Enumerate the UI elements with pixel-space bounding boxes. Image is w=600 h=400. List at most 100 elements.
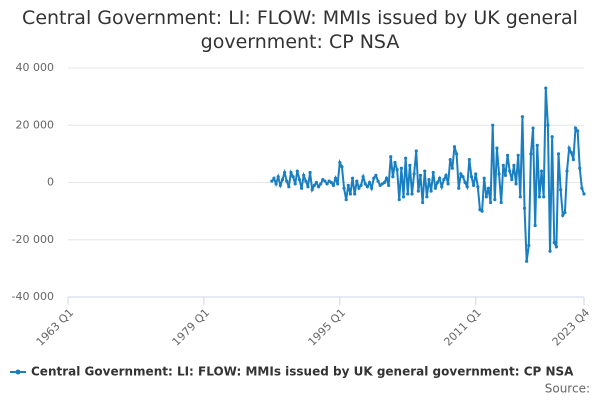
data-point — [531, 126, 535, 130]
data-point — [554, 245, 558, 249]
y-tick-label: 20 000 — [16, 118, 55, 131]
data-point — [285, 179, 289, 183]
data-point — [514, 182, 518, 186]
data-point — [537, 195, 542, 199]
data-point — [293, 182, 297, 186]
x-tick-label: 2023 Q4 — [550, 306, 593, 349]
data-point — [289, 170, 293, 175]
data-point — [501, 163, 505, 167]
data-point — [372, 176, 376, 180]
data-point — [410, 192, 414, 196]
data-point — [338, 160, 342, 165]
data-point — [444, 173, 448, 177]
data-point — [433, 186, 437, 190]
data-point — [522, 206, 527, 210]
data-point — [304, 179, 308, 183]
data-point — [497, 172, 501, 176]
x-tick-label: 1979 Q1 — [170, 306, 213, 349]
data-point — [408, 163, 412, 167]
data-point — [471, 183, 476, 187]
data-point — [387, 183, 391, 187]
data-point — [476, 185, 480, 189]
data-point — [276, 175, 280, 179]
data-point — [576, 129, 580, 133]
data-point — [482, 176, 486, 180]
data-point — [578, 166, 582, 170]
data-point — [573, 126, 578, 130]
data-point — [282, 170, 287, 175]
data-point — [486, 186, 491, 190]
data-point — [365, 185, 370, 189]
data-point — [463, 180, 467, 185]
series-line — [271, 87, 585, 262]
data-point — [454, 152, 459, 156]
data-point — [310, 188, 314, 192]
data-point — [297, 178, 302, 182]
data-point — [448, 158, 452, 162]
data-point — [291, 175, 295, 179]
data-point — [529, 152, 533, 156]
chart-title: Central Government: LI: FLOW: MMIs issue… — [22, 7, 578, 53]
data-point — [367, 180, 372, 185]
legend-marker — [15, 369, 21, 375]
data-point — [336, 182, 340, 186]
data-point — [499, 200, 503, 205]
data-point — [361, 175, 365, 179]
data-point — [427, 178, 431, 182]
data-point — [340, 165, 344, 169]
data-point — [350, 176, 355, 180]
data-point — [308, 170, 312, 175]
data-point — [556, 152, 561, 156]
data-point — [510, 178, 514, 182]
x-tick-label: 1995 Q1 — [306, 306, 349, 349]
data-point — [495, 146, 499, 150]
data-point — [329, 180, 333, 185]
data-point — [546, 123, 550, 127]
data-point — [442, 178, 446, 182]
data-point — [457, 186, 461, 190]
data-point — [452, 145, 457, 149]
data-point — [461, 175, 465, 179]
data-point — [508, 169, 512, 173]
data-point — [278, 183, 282, 187]
data-point — [431, 170, 435, 175]
data-point — [389, 155, 393, 159]
data-point — [548, 249, 552, 253]
data-point — [302, 173, 306, 177]
data-point — [565, 169, 569, 173]
data-point — [299, 186, 304, 190]
x-tick-label: 1963 Q1 — [34, 306, 77, 349]
data-point — [418, 173, 423, 177]
data-point — [344, 198, 348, 202]
data-point — [355, 179, 359, 183]
y-tick-label: -40 000 — [12, 290, 54, 303]
data-point — [450, 166, 454, 170]
data-point — [488, 200, 493, 205]
data-point — [287, 185, 291, 189]
data-point — [446, 182, 450, 186]
data-point — [382, 180, 386, 185]
data-point — [465, 185, 469, 189]
data-point — [295, 169, 299, 173]
data-point — [342, 186, 346, 190]
data-point — [438, 176, 442, 180]
data-point — [459, 172, 463, 176]
data-point — [376, 179, 380, 183]
data-point — [395, 168, 399, 172]
data-point — [429, 189, 433, 193]
data-point — [474, 172, 478, 176]
data-point — [525, 259, 529, 263]
data-point — [393, 160, 397, 165]
data-point — [552, 241, 556, 245]
data-point — [414, 149, 418, 153]
data-point — [539, 169, 544, 173]
data-point — [404, 156, 408, 160]
data-point — [384, 176, 389, 180]
data-point — [580, 186, 584, 190]
data-point — [314, 180, 319, 185]
data-point — [440, 185, 444, 189]
data-point — [306, 185, 310, 189]
data-point — [484, 195, 488, 199]
data-point — [370, 186, 374, 190]
data-point — [421, 200, 425, 205]
